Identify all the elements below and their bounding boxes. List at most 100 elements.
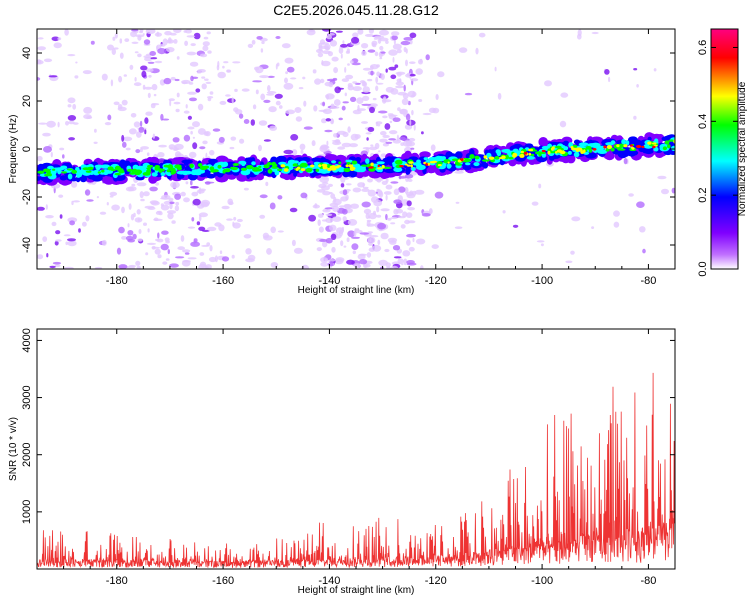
noise-blob bbox=[181, 260, 191, 267]
ridge-blob bbox=[451, 158, 460, 162]
noise-blob bbox=[72, 200, 81, 203]
noise-blob bbox=[377, 239, 381, 245]
noise-blob bbox=[243, 119, 250, 124]
noise-blob bbox=[351, 243, 359, 251]
noise-blob bbox=[129, 128, 137, 135]
noise-blob bbox=[319, 39, 326, 45]
ridge-blob bbox=[547, 150, 551, 155]
noise-blob bbox=[293, 247, 303, 254]
noise-blob bbox=[158, 144, 168, 148]
noise-blob bbox=[318, 109, 328, 112]
noise-blob bbox=[139, 120, 143, 127]
noise-blob bbox=[255, 66, 264, 74]
noise-blob bbox=[362, 86, 370, 93]
ridge-blob bbox=[623, 144, 628, 148]
ridge-blob bbox=[203, 169, 211, 176]
noise-blob bbox=[318, 183, 327, 189]
noise-blob bbox=[118, 264, 128, 269]
noise-blob bbox=[352, 81, 358, 84]
ridge-blob bbox=[197, 163, 203, 167]
noise-blob bbox=[320, 78, 325, 84]
ridge-blob bbox=[147, 164, 154, 168]
ridge-blob bbox=[605, 148, 610, 152]
noise-blob bbox=[168, 98, 175, 102]
noise-blob bbox=[74, 75, 79, 79]
noise-blob bbox=[209, 245, 213, 252]
noise-blob bbox=[111, 204, 120, 211]
ridge-blob bbox=[530, 153, 535, 157]
spectrogram-ticks: -180 -160 -140 -120 -100 -80 -40 -20 0 20 40 bbox=[21, 29, 675, 287]
noise-blob bbox=[325, 213, 333, 217]
ridge-blob bbox=[129, 172, 136, 175]
noise-blob bbox=[380, 131, 387, 136]
noise-blob bbox=[347, 219, 358, 226]
noise-blob bbox=[122, 141, 127, 148]
ridge-blob bbox=[576, 147, 581, 150]
noise-blob bbox=[116, 247, 122, 255]
ridge-blob bbox=[343, 167, 351, 173]
noise-blob bbox=[175, 108, 180, 113]
noise-blob bbox=[337, 130, 347, 135]
noise-blob bbox=[285, 71, 288, 75]
noise-blob bbox=[329, 40, 338, 47]
noise-blob bbox=[291, 239, 296, 247]
noise-blob bbox=[328, 82, 334, 88]
noise-blob bbox=[406, 193, 416, 199]
noise-blob bbox=[608, 76, 611, 83]
noise-blob bbox=[397, 107, 401, 112]
noise-blob bbox=[351, 36, 360, 44]
noise-blob bbox=[289, 207, 298, 213]
noise-blob bbox=[392, 117, 401, 122]
noise-blob bbox=[231, 97, 234, 104]
noise-blob bbox=[341, 105, 346, 111]
noise-blob bbox=[332, 77, 338, 81]
noise-blob bbox=[202, 41, 210, 47]
noise-blob bbox=[325, 237, 333, 244]
noise-blob bbox=[221, 205, 230, 210]
ridge-blob bbox=[541, 149, 546, 153]
noise-blob bbox=[375, 191, 378, 194]
ridge-blob bbox=[570, 146, 574, 149]
noise-blob bbox=[37, 46, 46, 51]
noise-blob bbox=[396, 134, 399, 142]
noise-blob bbox=[434, 191, 444, 199]
noise-blob bbox=[64, 29, 69, 36]
ridge-blob bbox=[635, 145, 642, 148]
ridge-blob bbox=[97, 171, 101, 174]
noise-blob bbox=[393, 256, 402, 259]
noise-blob bbox=[93, 141, 98, 144]
noise-blob bbox=[258, 120, 268, 126]
noise-blob bbox=[345, 50, 350, 54]
noise-blob bbox=[395, 85, 405, 89]
noise-blob bbox=[322, 208, 331, 213]
noise-blob bbox=[340, 53, 343, 59]
ridge-blob bbox=[126, 168, 134, 172]
noise-blob bbox=[136, 209, 141, 215]
noise-blob bbox=[361, 121, 368, 124]
noise-blob bbox=[118, 226, 125, 234]
ridge-blob bbox=[668, 139, 675, 142]
noise-blob bbox=[209, 149, 215, 156]
noise-blob bbox=[59, 214, 63, 219]
ridge-blob bbox=[623, 151, 630, 157]
noise-blob bbox=[494, 66, 497, 72]
noise-blob bbox=[653, 68, 657, 72]
y-tick-label: -20 bbox=[21, 189, 33, 205]
noise-blob bbox=[406, 200, 412, 207]
noise-blob bbox=[540, 243, 544, 247]
noise-blob bbox=[321, 60, 331, 67]
ridge-blob bbox=[210, 169, 216, 173]
noise-blob bbox=[189, 97, 197, 102]
ridge-blob bbox=[570, 147, 577, 151]
noise-blob bbox=[367, 231, 373, 234]
spectrogram-panel: -180 -160 -140 -120 -100 -80 -40 -20 0 20 40 Heigh… bbox=[8, 28, 676, 296]
noise-blob bbox=[101, 239, 107, 246]
noise-blob bbox=[330, 118, 335, 125]
ridge-blob bbox=[377, 164, 380, 168]
noise-blob bbox=[284, 57, 294, 64]
noise-blob bbox=[174, 256, 185, 259]
ridge-blob bbox=[425, 163, 428, 166]
noise-blob bbox=[430, 144, 436, 151]
noise-blob bbox=[134, 51, 139, 54]
